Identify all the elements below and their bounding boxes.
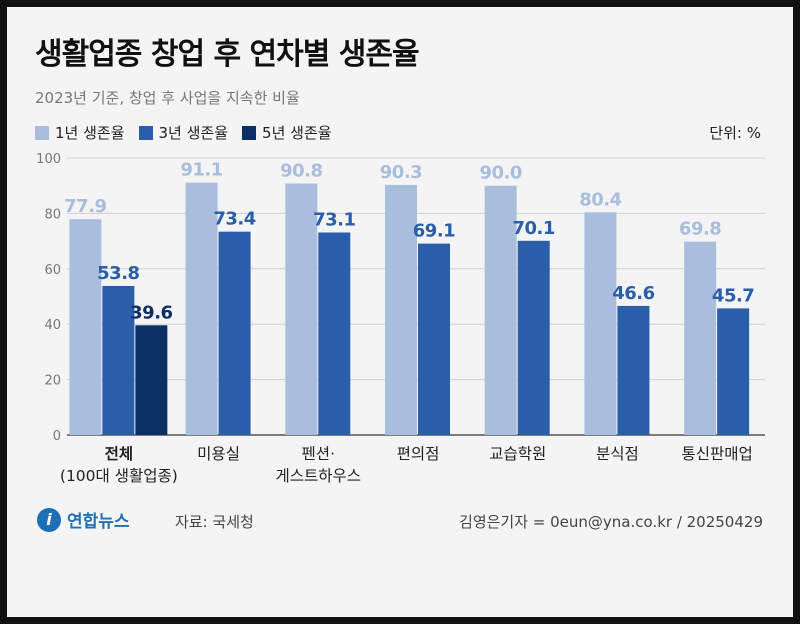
bar-1-1 (218, 231, 251, 435)
chart-card: 생활업종 창업 후 연차별 생존율 2023년 기준, 창업 후 사업을 지속한… (7, 7, 793, 617)
data-label-2-0: 39.6 (130, 302, 172, 323)
credit-text: 김영은기자 = 0eun@yna.co.kr / 20250429 (459, 513, 763, 531)
bar-0-1 (185, 182, 218, 435)
data-label-1-2: 73.1 (313, 210, 355, 231)
category-label-6-0: 통신판매업 (681, 445, 752, 463)
bar-0-5 (584, 212, 617, 435)
bar-0-2 (285, 183, 318, 435)
yonhap-logo: i 연합뉴스 (37, 507, 130, 532)
data-label-0-5: 80.4 (579, 189, 621, 210)
y-tick-label-0: 0 (53, 429, 61, 444)
legend-label-5yr: 5년 생존율 (262, 124, 332, 142)
legend-item-3yr: 3년 생존율 (138, 122, 229, 143)
bar-1-5 (617, 305, 650, 435)
data-label-0-1: 91.1 (180, 160, 222, 181)
category-label-5-0: 분식점 (596, 445, 639, 463)
y-tick-label-100: 100 (36, 152, 61, 167)
legend-item-5yr: 5년 생존율 (242, 122, 332, 143)
y-tick-label-60: 60 (44, 263, 61, 278)
source-text: 자료: 국세청 (175, 513, 254, 531)
category-label-1-0: 미용실 (197, 445, 240, 463)
legend-label-3yr: 3년 생존율 (158, 124, 229, 142)
legend-swatch-5yr (242, 125, 257, 140)
category-label-0-0: 전체 (105, 445, 134, 463)
data-label-1-3: 69.1 (413, 221, 455, 242)
data-label-1-6: 45.7 (712, 285, 754, 306)
legend: 1년 생존율 3년 생존율 5년 생존율 (35, 122, 332, 143)
data-label-0-4: 90.0 (480, 163, 522, 184)
bar-1-0 (102, 285, 135, 435)
category-label-4-0: 교습학원 (489, 445, 546, 463)
yonhap-logo-icon: i (37, 507, 61, 532)
y-tick-label-40: 40 (44, 318, 61, 333)
chart-subtitle: 2023년 기준, 창업 후 사업을 지속한 비율 (35, 89, 300, 107)
logo-text: 연합뉴스 (67, 512, 130, 532)
bar-0-0 (69, 219, 102, 435)
bar-1-3 (418, 243, 450, 435)
unit-label: 단위: % (709, 124, 761, 142)
category-label-2-1: 게스트하우스 (276, 467, 362, 485)
chart-title: 생활업종 창업 후 연차별 생존율 (35, 37, 420, 72)
bar-0-3 (385, 184, 417, 435)
data-label-0-2: 90.8 (280, 160, 322, 181)
y-tick-label-80: 80 (44, 207, 61, 222)
data-label-1-1: 73.4 (213, 209, 255, 230)
data-label-0-3: 90.3 (380, 162, 422, 183)
bar-0-4 (484, 185, 517, 435)
bar-1-6 (717, 308, 750, 435)
data-label-1-0: 53.8 (97, 263, 139, 284)
y-tick-label-20: 20 (44, 374, 61, 389)
bar-0-6 (684, 241, 717, 435)
category-label-0-1: (100대 생활업종) (60, 467, 178, 485)
category-label-2-0: 펜션· (302, 445, 335, 463)
category-label-3-0: 편의점 (397, 445, 440, 463)
legend-item-1yr: 1년 생존율 (35, 122, 125, 143)
bar-1-4 (517, 240, 550, 435)
data-label-1-4: 70.1 (513, 218, 555, 239)
bar-1-2 (318, 232, 351, 435)
legend-swatch-1yr (35, 125, 49, 140)
data-label-0-0: 77.9 (64, 196, 106, 217)
data-label-1-5: 46.6 (612, 283, 654, 304)
bar-2-0 (135, 325, 168, 435)
legend-label-1yr: 1년 생존율 (55, 124, 125, 142)
legend-swatch-3yr (138, 125, 153, 140)
data-label-0-6: 69.8 (679, 219, 721, 240)
bar-chart: 0 20 40 60 80 100 77.9 53.8 39.6 전체 (100대 생활업종) 91.… (36, 152, 765, 485)
